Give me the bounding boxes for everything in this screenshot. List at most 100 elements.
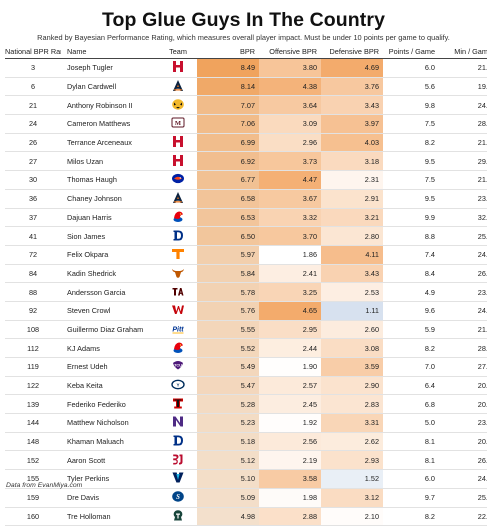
offensive-bpr-cell: 2.88	[259, 507, 321, 526]
header-rank: National BPR Rank	[5, 44, 61, 59]
defensive-bpr-cell: 2.93	[321, 450, 383, 471]
header-name: Name	[61, 44, 159, 59]
bpr-cell: 6.77	[197, 170, 259, 190]
team-cell	[159, 264, 197, 284]
st-johns-logo	[171, 453, 185, 468]
bpr-cell: 5.78	[197, 282, 259, 302]
points-per-game-cell: 6.0	[383, 469, 443, 489]
minutes-per-game-cell: 26.4	[443, 450, 487, 471]
offensive-bpr-cell: 3.58	[259, 469, 321, 489]
rank-cell: 152	[5, 450, 61, 471]
points-per-game-cell: 7.0	[383, 357, 443, 377]
team-cell	[159, 413, 197, 433]
wisconsin-logo	[171, 303, 185, 318]
infographic: Top Glue Guys In The Country Ranked by B…	[5, 9, 487, 526]
player-name-cell: Dajuan Harris	[61, 208, 159, 228]
team-cell: Y	[159, 376, 197, 396]
bpr-cell: 5.52	[197, 338, 259, 358]
team-cell	[159, 189, 197, 209]
bpr-cell: 5.09	[197, 488, 259, 508]
rank-cell: 139	[5, 394, 61, 415]
bpr-cell: 6.92	[197, 151, 259, 172]
offensive-bpr-cell: 2.56	[259, 432, 321, 452]
player-name-cell: Anthony Robinson II	[61, 95, 159, 116]
svg-text:Y: Y	[176, 382, 179, 387]
offensive-bpr-cell: 2.44	[259, 338, 321, 358]
minutes-per-game-cell: 29.9	[443, 151, 487, 172]
offensive-bpr-cell: 2.95	[259, 320, 321, 340]
duke-logo	[171, 229, 185, 244]
duke-logo	[171, 434, 185, 449]
minutes-per-game-cell: 27.8	[443, 357, 487, 377]
player-name-cell: Steven Crowl	[61, 301, 159, 321]
bpr-cell: 5.10	[197, 469, 259, 489]
minutes-per-game-cell: 28.2	[443, 114, 487, 134]
offensive-bpr-cell: 1.98	[259, 488, 321, 508]
source-note: Data from EvanMiya.com	[6, 482, 83, 489]
points-per-game-cell: 6.8	[383, 394, 443, 415]
team-cell	[159, 301, 197, 321]
texas-logo	[171, 266, 185, 281]
rank-cell: 159	[5, 488, 61, 508]
offensive-bpr-cell: 3.80	[259, 58, 321, 78]
florida-logo	[171, 172, 185, 187]
rank-cell: 122	[5, 376, 61, 396]
player-name-cell: Keba Keita	[61, 376, 159, 396]
player-name-cell: Joseph Tugler	[61, 58, 159, 78]
minutes-per-game-cell: 22.3	[443, 507, 487, 526]
texas-am-logo	[171, 285, 185, 300]
bpr-cell: 6.58	[197, 189, 259, 209]
rank-cell: 27	[5, 151, 61, 172]
player-name-cell: Guillermo Diaz Graham	[61, 320, 159, 340]
points-per-game-cell: 8.4	[383, 264, 443, 284]
minutes-per-game-cell: 24.1	[443, 245, 487, 265]
offensive-bpr-cell: 3.09	[259, 114, 321, 134]
minutes-per-game-cell: 24.2	[443, 301, 487, 321]
rank-cell: 26	[5, 133, 61, 153]
bpr-cell: 5.47	[197, 376, 259, 396]
defensive-bpr-cell: 3.31	[321, 413, 383, 433]
player-name-cell: Tre Holloman	[61, 507, 159, 526]
points-per-game-cell: 8.2	[383, 507, 443, 526]
team-cell: S	[159, 488, 197, 508]
offensive-bpr-cell: 4.65	[259, 301, 321, 321]
rank-cell: 155	[5, 469, 61, 489]
defensive-bpr-cell: 2.10	[321, 507, 383, 526]
defensive-bpr-cell: 3.97	[321, 114, 383, 134]
defensive-bpr-cell: 1.11	[321, 301, 383, 321]
defensive-bpr-cell: 2.90	[321, 376, 383, 396]
bpr-cell: 6.50	[197, 226, 259, 246]
team-cell	[159, 432, 197, 452]
rank-cell: 88	[5, 282, 61, 302]
defensive-bpr-cell: 2.31	[321, 170, 383, 190]
points-per-game-cell: 6.0	[383, 58, 443, 78]
offensive-bpr-cell: 1.90	[259, 357, 321, 377]
header-minutes-per-game: Min / Game	[443, 44, 487, 59]
rank-cell: 36	[5, 189, 61, 209]
glue-guys-table: National BPR Rank Name Team BPR Offensiv…	[5, 44, 487, 526]
rank-cell: 6	[5, 77, 61, 97]
offensive-bpr-cell: 2.57	[259, 376, 321, 396]
team-cell	[159, 208, 197, 228]
minutes-per-game-cell: 23.4	[443, 413, 487, 433]
houston-logo	[171, 135, 185, 150]
rank-cell: 144	[5, 413, 61, 433]
offensive-bpr-cell: 3.25	[259, 282, 321, 302]
minutes-per-game-cell: 19.9	[443, 77, 487, 97]
bpr-cell: 5.12	[197, 450, 259, 471]
bpr-cell: 5.23	[197, 413, 259, 433]
rank-cell: 3	[5, 58, 61, 78]
player-name-cell: Federiko Federiko	[61, 394, 159, 415]
rank-cell: 108	[5, 320, 61, 340]
